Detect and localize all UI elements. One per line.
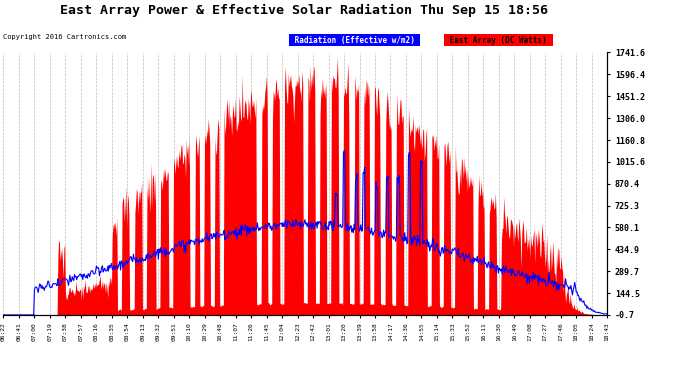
Text: East Array Power & Effective Solar Radiation Thu Sep 15 18:56: East Array Power & Effective Solar Radia… xyxy=(59,4,548,17)
Text: Radiation (Effective w/m2): Radiation (Effective w/m2) xyxy=(290,36,420,45)
Text: Copyright 2016 Cartronics.com: Copyright 2016 Cartronics.com xyxy=(3,34,127,40)
Text: East Array (DC Watts): East Array (DC Watts) xyxy=(445,36,551,45)
